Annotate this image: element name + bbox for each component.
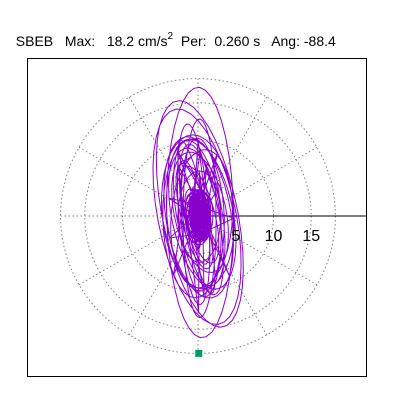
per-value: 0.260 s	[214, 33, 261, 49]
max-label: Max:	[64, 33, 96, 49]
grid-spoke	[128, 96, 199, 217]
peak-marker	[195, 349, 203, 357]
grid-spoke	[78, 146, 199, 217]
plot-frame	[27, 58, 367, 377]
grid-spoke	[78, 215, 199, 286]
radial-tick-label: 15	[302, 228, 320, 245]
radial-tick-labels: 5 10 15	[231, 228, 320, 245]
station-name: SBEB	[15, 33, 54, 49]
marker-layer	[195, 349, 203, 357]
ang-label: Ang:	[271, 33, 300, 49]
max-unit-exponent: 2	[167, 31, 174, 42]
orbit-trace	[152, 86, 244, 339]
max-unit: cm/s	[137, 33, 168, 49]
chart-title: SBEB Max: 18.2 cm/s2 Per: 0.260 s Ang: -…	[8, 14, 336, 50]
grid-spoke	[197, 215, 268, 336]
radial-tick-label: 5	[231, 228, 240, 245]
grid-spoke	[128, 215, 199, 336]
grid-spoke	[197, 215, 318, 286]
radial-tick-label: 10	[265, 228, 283, 245]
grid-spoke	[197, 96, 268, 217]
ang-value: -88.4	[303, 33, 336, 49]
per-label: Per:	[180, 33, 207, 49]
max-value: 18.2	[106, 33, 135, 49]
grid-spoke	[197, 146, 318, 217]
orbit-path	[152, 86, 244, 339]
